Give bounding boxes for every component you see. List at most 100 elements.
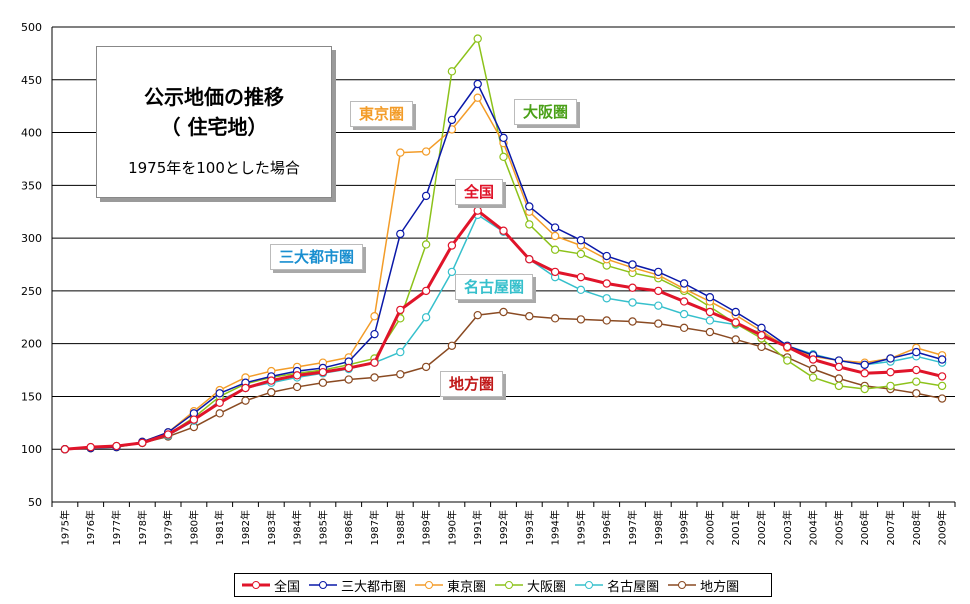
data-point-2	[550, 223, 560, 232]
annotation-nagoya: 名古屋圏	[455, 274, 534, 300]
data-point-5	[628, 298, 637, 307]
x-tick-label: 2007年	[884, 510, 897, 545]
chart-legend: 全国 三大都市圏 東京圏 大阪圏 名古屋圏 地方圏	[234, 573, 772, 597]
data-point-2	[937, 355, 947, 364]
data-point-1	[396, 305, 405, 315]
data-point-4	[808, 373, 818, 382]
data-point-1	[60, 445, 70, 454]
data-point-6	[834, 374, 844, 383]
data-point-1	[421, 286, 431, 296]
data-point-6	[679, 323, 689, 333]
data-point-1	[525, 255, 534, 264]
x-tick-label: 1977年	[110, 510, 123, 545]
data-point-2	[757, 323, 766, 333]
annotation-zenkoku-text: 全国	[464, 183, 495, 201]
data-point-1	[628, 283, 637, 292]
x-tick-label: 1988年	[394, 510, 407, 545]
data-point-6	[937, 394, 947, 403]
annotation-tokyo-text: 東京圏	[359, 105, 405, 123]
data-point-4	[550, 245, 560, 254]
x-tick-label: 1984年	[291, 510, 304, 545]
data-point-6	[396, 370, 405, 379]
annotation-osaka: 大阪圏	[514, 99, 578, 125]
data-point-4	[499, 152, 508, 162]
data-point-1	[834, 362, 844, 372]
annotation-sandai: 三大都市圏	[270, 244, 364, 270]
y-tick-label: 300	[21, 232, 42, 245]
x-tick-label: 2001年	[729, 510, 742, 545]
data-point-1	[138, 438, 147, 448]
data-point-1	[602, 279, 611, 288]
data-point-4	[937, 381, 947, 391]
data-point-6	[525, 312, 534, 321]
data-point-6	[447, 341, 457, 350]
data-point-1	[705, 307, 715, 317]
data-point-4	[421, 240, 431, 249]
data-point-1	[757, 331, 766, 340]
data-point-4	[473, 34, 482, 43]
data-point-1	[783, 342, 792, 352]
annotation-tokyo: 東京圏	[350, 101, 414, 127]
legend-swatch-icon	[668, 581, 697, 589]
legend-item-6: 地方圏	[667, 576, 739, 595]
y-tick-label: 350	[21, 179, 42, 192]
legend-item-1: 全国	[241, 576, 300, 595]
legend-label: 大阪圏	[527, 579, 567, 595]
data-point-6	[550, 314, 560, 323]
data-point-1	[912, 365, 921, 375]
x-tick-label: 1975年	[58, 510, 71, 545]
x-tick-label: 1999年	[678, 510, 691, 545]
y-tick-label: 500	[21, 21, 42, 34]
chart-title-box: 公示地価の推移 （ 住宅地） 1975年を100とした場合	[96, 46, 332, 198]
x-tick-label: 1989年	[420, 510, 433, 545]
legend-label: 地方圏	[700, 579, 740, 595]
data-point-6	[318, 378, 328, 387]
data-point-4	[912, 377, 921, 386]
data-point-1	[654, 286, 663, 296]
legend-swatch-icon	[242, 581, 270, 589]
legend-label: 全国	[274, 579, 301, 595]
data-point-2	[215, 389, 224, 398]
data-point-3	[550, 231, 560, 241]
x-tick-label: 2000年	[703, 510, 716, 545]
data-point-1	[215, 398, 224, 407]
x-tick-label: 1997年	[626, 510, 639, 545]
x-tick-label: 1986年	[342, 510, 355, 545]
data-point-4	[834, 381, 844, 391]
x-tick-label: 1992年	[497, 510, 510, 545]
x-tick-label: 1979年	[162, 510, 175, 545]
data-point-1	[163, 430, 173, 439]
data-point-2	[576, 236, 586, 245]
annotation-chiho: 地方圏	[440, 371, 504, 397]
data-point-1	[808, 355, 818, 364]
data-point-6	[628, 317, 637, 326]
x-tick-label: 1991年	[471, 510, 484, 545]
data-point-5	[705, 316, 715, 325]
data-point-2	[602, 251, 611, 261]
data-point-6	[808, 364, 818, 374]
data-point-3	[421, 147, 431, 156]
data-point-2	[499, 133, 508, 143]
data-point-6	[370, 373, 379, 382]
legend-swatch-icon	[575, 581, 604, 589]
legend-label: 名古屋圏	[607, 579, 660, 595]
chart-note: 1975年を100とした場合	[128, 159, 300, 177]
data-point-2	[886, 354, 895, 363]
x-tick-label: 1993年	[523, 510, 536, 545]
data-point-6	[912, 389, 921, 398]
data-point-5	[679, 309, 689, 319]
legend-item-3: 東京圏	[414, 576, 486, 595]
annotation-zenkoku: 全国	[455, 179, 504, 205]
legend-item-5: 名古屋圏	[574, 576, 659, 595]
x-tick-label: 2006年	[858, 510, 871, 545]
data-point-6	[731, 335, 740, 344]
data-point-6	[757, 342, 766, 352]
x-tick-label: 2002年	[755, 510, 768, 545]
legend-label: 東京圏	[447, 579, 487, 595]
data-point-2	[912, 347, 921, 357]
x-tick-label: 1994年	[549, 510, 562, 545]
data-point-1	[937, 372, 947, 381]
data-point-2	[473, 79, 482, 89]
data-point-2	[370, 329, 379, 339]
x-tick-label: 1976年	[84, 510, 97, 545]
